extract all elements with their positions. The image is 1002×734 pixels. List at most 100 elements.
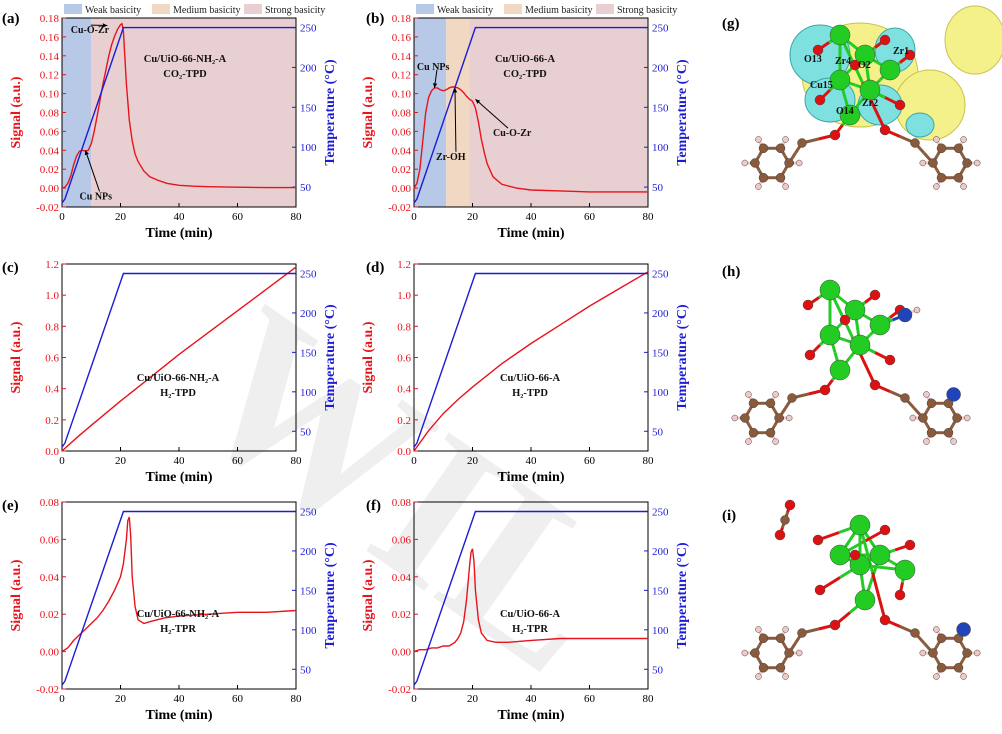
atom-c — [775, 414, 784, 423]
y2-tick-label-b: 50 — [652, 182, 664, 194]
y-tick-label-e: 0.08 — [40, 497, 60, 509]
y2-axis-title-d: Temperature (°C) — [675, 304, 690, 411]
sample-label-b-0: Cu/UiO-66-A — [495, 54, 556, 65]
y2-tick-label-c: 250 — [300, 268, 317, 280]
panel-label-b: (b) — [366, 11, 384, 27]
x-tick-label-c: 20 — [115, 455, 127, 467]
atom-o — [870, 380, 880, 390]
legend-label-strong-a: Strong basicity — [265, 5, 325, 16]
x-tick-label-a: 80 — [291, 211, 303, 223]
x-tick-label-f: 0 — [411, 693, 417, 705]
atom-o — [830, 130, 840, 140]
y2-tick-label-e: 50 — [300, 664, 312, 676]
y2-tick-label-f: 250 — [652, 506, 669, 518]
atom-zr — [870, 545, 890, 565]
atom-h — [796, 650, 802, 656]
atom-c — [911, 139, 920, 148]
atom-h — [951, 439, 957, 445]
atom-label-o14: O14 — [836, 106, 854, 117]
y2-tick-label-b: 200 — [652, 62, 669, 74]
atom-h — [920, 650, 926, 656]
y-tick-label-a: 0.16 — [40, 32, 60, 44]
molecule-i — [742, 500, 980, 680]
y2-tick-label-f: 150 — [652, 585, 669, 597]
y2-axis-title-c: Temperature (°C) — [323, 304, 338, 411]
atom-h — [783, 136, 789, 142]
atom-h — [974, 160, 980, 166]
atom-zr — [820, 325, 840, 345]
y2-axis-title-e: Temperature (°C) — [323, 542, 338, 649]
atom-h — [745, 391, 751, 397]
y2-axis-title-b: Temperature (°C) — [675, 59, 690, 166]
y2-tick-label-e: 100 — [300, 625, 317, 637]
legend-swatch-medium-a — [152, 4, 170, 14]
atom-zr — [850, 515, 870, 535]
atom-o — [775, 530, 785, 540]
region-strong-b — [470, 18, 648, 207]
y-tick-label-b: 0.16 — [392, 32, 412, 44]
x-tick-label-d: 0 — [411, 455, 417, 467]
atom-c — [759, 144, 768, 153]
legend-swatch-strong-b — [596, 4, 614, 14]
y2-tick-label-e: 200 — [300, 546, 317, 558]
atom-c — [919, 414, 928, 423]
y-tick-label-a: 0.00 — [40, 183, 60, 195]
panel-label-i: (i) — [722, 508, 736, 524]
atom-n — [947, 387, 961, 401]
legend-label-weak-a: Weak basicity — [85, 5, 141, 16]
x-tick-label-f: 80 — [643, 693, 655, 705]
y-tick-label-a: 0.02 — [40, 164, 59, 176]
y2-tick-label-a: 150 — [300, 102, 317, 114]
atom-label-zr1: Zr1 — [893, 46, 909, 57]
annotation-b-0: Cu NPs — [417, 62, 450, 73]
y-tick-label-a: 0.06 — [40, 126, 60, 138]
y2-tick-label-d: 100 — [652, 387, 669, 399]
region-medium-b — [446, 18, 469, 207]
atom-n — [957, 622, 971, 636]
atom-n — [898, 308, 912, 322]
y-tick-label-e: 0.06 — [40, 534, 60, 546]
sample-label-e-0: Cu/UiO-66-NH₂-A — [137, 609, 220, 620]
atom-h — [933, 626, 939, 632]
y-tick-label-f: 0.08 — [392, 497, 412, 509]
region-weak-b — [414, 18, 446, 207]
x-tick-label-d: 80 — [643, 455, 655, 467]
y-tick-label-d: 1.0 — [397, 290, 411, 302]
y2-tick-label-e: 150 — [300, 585, 317, 597]
panel-label-a: (a) — [2, 11, 20, 27]
atom-h — [961, 136, 967, 142]
y2-tick-label-d: 50 — [652, 426, 664, 438]
y-tick-label-b: 0.12 — [392, 70, 411, 82]
y-tick-label-f: 0.06 — [392, 534, 412, 546]
y-axis-title-c: Signal (a.u.) — [9, 321, 24, 393]
y-tick-label-d: 0.6 — [397, 353, 411, 365]
x-tick-label-f: 40 — [526, 693, 538, 705]
x-tick-label-e: 60 — [232, 693, 244, 705]
atom-o — [880, 615, 890, 625]
atom-c — [954, 663, 963, 672]
atom-h — [755, 626, 761, 632]
legend-label-weak-b: Weak basicity — [437, 5, 493, 16]
atom-c — [929, 649, 938, 658]
sample-label-b-1: CO₂-TPD — [503, 69, 547, 80]
molecule-h — [732, 280, 970, 445]
y2-tick-label-a: 100 — [300, 142, 317, 154]
y-tick-label-a: 0.04 — [40, 145, 60, 157]
y2-tick-label-b: 150 — [652, 102, 669, 114]
atom-c — [766, 399, 775, 408]
atom-h — [923, 439, 929, 445]
atom-o — [880, 35, 890, 45]
sample-label-f-1: H₂-TPR — [512, 624, 548, 635]
atom-c — [759, 634, 768, 643]
atom-h — [961, 184, 967, 190]
y-tick-label-b: 0.06 — [392, 126, 412, 138]
y2-tick-label-e: 250 — [300, 506, 317, 518]
panel-label-g: (g) — [722, 16, 740, 32]
y-tick-label-f: 0.00 — [392, 647, 412, 659]
x-tick-label-b: 40 — [526, 211, 538, 223]
legend-swatch-medium-b — [504, 4, 522, 14]
atom-c — [927, 399, 936, 408]
